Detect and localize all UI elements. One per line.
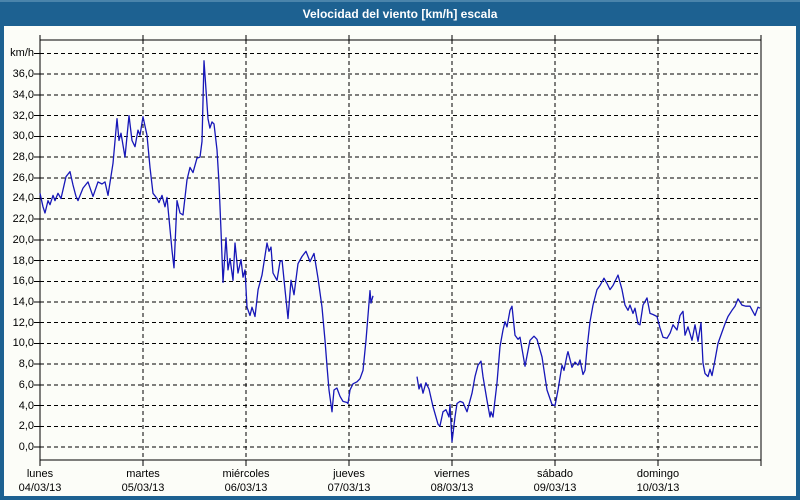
y-axis-tick-label: 6,0 — [18, 378, 34, 391]
x-axis-day-label: sábado — [536, 468, 574, 480]
x-axis-day-label: lunes — [26, 468, 54, 480]
y-axis-tick-label: 8,0 — [18, 358, 34, 371]
title-bar: Velocidad del viento [km/h] escala — [0, 2, 800, 26]
x-axis-day-label: jueves — [333, 468, 365, 480]
y-axis-tick-label: 16,0 — [12, 275, 34, 288]
wind-speed-line — [416, 274, 761, 443]
y-axis-tick-label: 18,0 — [12, 254, 34, 267]
chart-area: 0,0 2,0 4,0 6,0 8,0 10,0 12,0 14,0 16,0 18,0 20,0 2… — [4, 26, 796, 496]
y-axis-tick-label: 24,0 — [12, 192, 34, 205]
x-axis-day-label: viernes — [434, 468, 470, 480]
window-title: Velocidad del viento [km/h] escala — [302, 7, 498, 21]
x-axis-date-label: 04/03/13 — [18, 482, 62, 494]
y-axis-tick-label: 10,0 — [12, 337, 34, 350]
y-axis-tick-label: 2,0 — [18, 420, 34, 433]
y-axis-tick-label: 30,0 — [12, 130, 34, 143]
wind-speed-line — [39, 60, 374, 413]
x-axis-date-label: 08/03/13 — [430, 482, 474, 494]
plot-border — [39, 39, 762, 461]
y-axis-tick-label: 26,0 — [12, 171, 34, 184]
x-axis-date-label: 09/03/13 — [533, 482, 577, 494]
y-axis-tick-label: 20,0 — [12, 233, 34, 246]
y-axis-tick-label: 12,0 — [12, 316, 34, 329]
x-axis-date-label: 07/03/13 — [327, 482, 371, 494]
y-axis-tick-label: 14,0 — [12, 296, 34, 309]
x-axis-day-label: domingo — [636, 468, 680, 480]
x-axis-date-label: 10/03/13 — [636, 482, 680, 494]
titlebar-highlight — [0, 0, 800, 2]
x-axis-day-label: martes — [126, 468, 160, 480]
axis-ticks — [34, 35, 762, 466]
x-axis-date-label: 05/03/13 — [121, 482, 165, 494]
chart-canvas — [34, 35, 762, 466]
y-axis-tick-label: 0,0 — [18, 441, 34, 453]
y-axis-unit-label: km/h — [10, 46, 34, 59]
y-axis-tick-label: 34,0 — [12, 88, 34, 101]
y-axis-tick-label: 22,0 — [12, 213, 34, 226]
y-axis-tick-label: 28,0 — [12, 151, 34, 164]
gridlines — [40, 40, 761, 460]
x-axis-date-label: 06/03/13 — [224, 482, 268, 494]
y-axis-tick-label: 4,0 — [18, 399, 34, 412]
x-axis-day-label: miércoles — [222, 468, 270, 480]
y-axis-tick-label: 32,0 — [12, 109, 34, 122]
y-axis-tick-label: 36,0 — [12, 68, 34, 81]
